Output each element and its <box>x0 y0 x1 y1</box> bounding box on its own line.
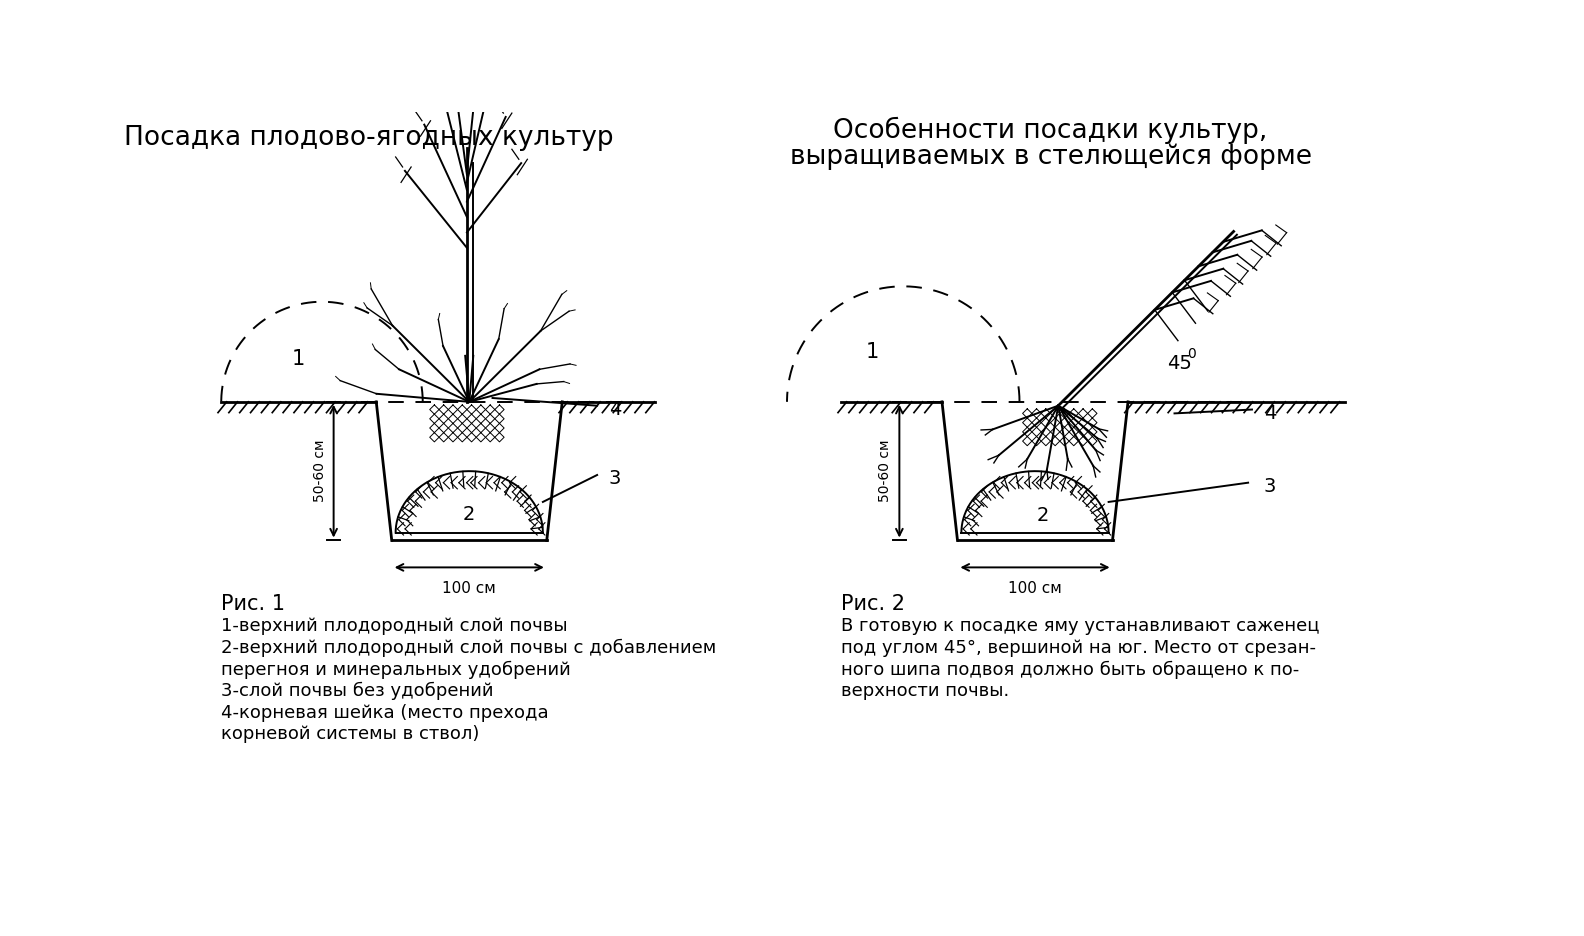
Text: 50-60 см: 50-60 см <box>312 440 326 503</box>
Text: 50-60 см: 50-60 см <box>879 440 892 503</box>
Text: перегноя и минеральных удобрений: перегноя и минеральных удобрений <box>222 661 570 679</box>
Text: под углом 45°, вершиной на юг. Место от срезан-: под углом 45°, вершиной на юг. Место от … <box>841 639 1316 657</box>
Text: В готовую к посадке яму устанавливают саженец: В готовую к посадке яму устанавливают са… <box>841 618 1319 636</box>
Text: 100 см: 100 см <box>1007 581 1061 596</box>
Text: 3-слой почвы без удобрений: 3-слой почвы без удобрений <box>222 682 494 700</box>
Text: Рис. 1: Рис. 1 <box>222 594 285 614</box>
Text: 2: 2 <box>463 505 475 524</box>
Text: 1: 1 <box>291 349 306 370</box>
Text: 1: 1 <box>865 342 879 362</box>
Text: 4-корневая шейка (место прехода: 4-корневая шейка (место прехода <box>222 704 550 722</box>
Text: верхности почвы.: верхности почвы. <box>841 682 1009 700</box>
Text: 2: 2 <box>1036 506 1049 525</box>
Text: Особенности посадки культур,: Особенности посадки культур, <box>833 117 1267 144</box>
Text: выращиваемых в стелющейся форме: выращиваемых в стелющейся форме <box>789 144 1312 170</box>
Text: 3: 3 <box>1264 477 1277 496</box>
Text: 0: 0 <box>1186 347 1196 361</box>
Text: ного шипа подвоя должно быть обращено к по-: ного шипа подвоя должно быть обращено к … <box>841 661 1299 679</box>
Text: 45: 45 <box>1167 354 1191 373</box>
Text: Посадка плодово-ягодных культур: Посадка плодово-ягодных культур <box>124 124 613 151</box>
Text: 100 см: 100 см <box>442 581 496 596</box>
Text: 4: 4 <box>1264 404 1277 423</box>
Text: 3: 3 <box>608 469 621 489</box>
Text: 1-верхний плодородный слой почвы: 1-верхний плодородный слой почвы <box>222 618 569 636</box>
Text: 2-верхний плодородный слой почвы с добавлением: 2-верхний плодородный слой почвы с добав… <box>222 639 716 657</box>
Text: 4: 4 <box>608 400 621 419</box>
Text: корневой системы в ствол): корневой системы в ствол) <box>222 725 480 743</box>
Text: Рис. 2: Рис. 2 <box>841 594 904 614</box>
